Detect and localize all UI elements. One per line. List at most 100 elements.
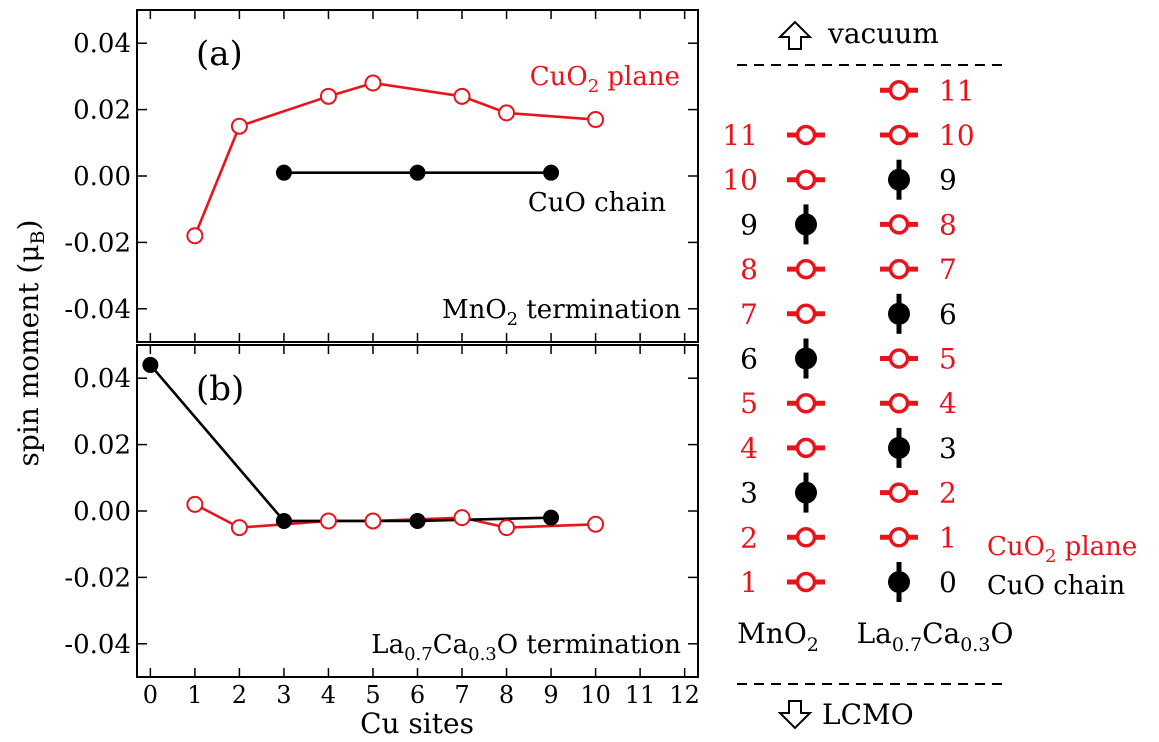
y-tick-label: -0.02 — [64, 228, 131, 258]
site-number: 9 — [740, 208, 758, 241]
panel-a: -0.04 -0.02 0.00 0.02 0.04 (a) MnO2 terminatio… — [64, 9, 699, 343]
site-number: 0 — [939, 566, 957, 599]
legend-chain-label: CuO chain — [987, 571, 1125, 601]
axis-titles: spin moment (μB) Cu sites — [12, 220, 474, 740]
y-tick-label: -0.04 — [64, 295, 131, 325]
plane-site-marker — [795, 169, 817, 190]
lcmo-label: LCMO — [822, 698, 914, 731]
x-axis-title: Cu sites — [360, 707, 474, 740]
site-number: 2 — [740, 521, 758, 554]
termination-annotation: MnO2 termination — [442, 295, 681, 330]
chain-site-marker — [888, 168, 910, 191]
site-number: 10 — [722, 164, 758, 197]
plane-site-marker — [888, 348, 910, 369]
vacuum-label: vacuum — [827, 17, 939, 50]
site-number: 3 — [939, 432, 957, 465]
x-tick-label: 1 — [187, 681, 202, 709]
site-number: 6 — [939, 298, 957, 331]
chain-site-marker — [888, 571, 910, 593]
plane-data-point — [364, 74, 382, 92]
plane-series-line — [194, 503, 596, 529]
x-tick-label: 10 — [580, 681, 611, 709]
column-mno2: 1 2 3 4 5 6 7 8 9 10 11 — [722, 119, 825, 599]
y-tick-label: -0.04 — [64, 630, 131, 660]
y-tick-label: -0.02 — [64, 563, 131, 593]
plane-site-marker — [795, 258, 817, 280]
site-number: 11 — [722, 119, 758, 152]
chain-site-marker — [888, 436, 910, 459]
x-tick-label: 9 — [543, 681, 558, 709]
chain-data-point — [275, 164, 292, 181]
column-label-mno2: MnO2 — [737, 617, 819, 656]
chain-data-point — [543, 509, 560, 526]
chain-site-marker — [795, 481, 817, 504]
plane-data-point — [453, 87, 471, 105]
plane-data-point — [319, 512, 337, 530]
plane-site-marker — [795, 437, 817, 459]
plane-data-point — [498, 519, 516, 537]
y-axis-title: spin moment (μB) — [12, 220, 49, 467]
chain-data-point — [275, 512, 292, 529]
site-number: 2 — [939, 477, 957, 510]
chain-data-point — [142, 356, 159, 373]
site-number: 7 — [740, 298, 758, 331]
chain-site-marker — [795, 213, 817, 236]
site-number: 5 — [740, 387, 758, 420]
chain-series-line — [149, 364, 552, 523]
plane-site-marker — [888, 258, 910, 280]
x-tick-label: 4 — [321, 681, 336, 709]
column-la-ca-o: 0 1 2 3 4 5 6 7 8 9 10 11 — [880, 74, 975, 602]
plane-site-marker — [795, 303, 817, 325]
plane-site-marker — [888, 124, 910, 146]
termination-annotation: La0.7Ca0.3O termination — [371, 630, 681, 665]
plane-data-point — [230, 117, 248, 135]
x-tick-label: 0 — [143, 681, 158, 709]
site-number: 4 — [740, 432, 758, 465]
x-tick-label: 7 — [454, 681, 469, 709]
plane-site-marker — [795, 124, 817, 146]
chain-data-point — [409, 164, 426, 181]
panel-label: (b) — [196, 369, 244, 409]
plane-data-point — [364, 512, 382, 530]
plane-site-marker — [888, 80, 910, 101]
legend-plane-label: CuO2 plane — [987, 532, 1137, 567]
y-tick-label: 0.04 — [73, 364, 131, 394]
site-number: 1 — [740, 566, 758, 599]
site-number: 3 — [740, 477, 758, 510]
column-label-la-ca-o: La0.7Ca0.3O — [857, 617, 1014, 656]
chain-data-point — [409, 512, 426, 529]
chain-site-marker — [795, 347, 817, 370]
plane-site-marker — [795, 527, 817, 548]
panel-b: -0.04-0.020.000.020.040 1 2 3 4 5 6 7 8 9 10 11 12(b… — [64, 344, 700, 709]
site-number: 1 — [939, 521, 957, 554]
y-tick-label: 0.04 — [73, 29, 131, 59]
site-number: 10 — [939, 119, 975, 152]
plane-data-point — [186, 495, 204, 513]
up-arrow-icon — [777, 20, 813, 50]
y-tick-label: 0.02 — [73, 96, 131, 126]
plane-site-marker — [888, 392, 910, 414]
down-arrow-icon — [777, 700, 813, 730]
x-tick-label: 3 — [276, 681, 291, 709]
plane-site-marker — [888, 527, 910, 548]
plane-site-marker — [795, 392, 817, 414]
site-number: 8 — [740, 253, 758, 286]
y-tick-label: 0.02 — [73, 431, 131, 461]
plane-data-point — [587, 111, 605, 129]
site-number: 7 — [939, 253, 957, 286]
series-label-chain: CuO chain — [528, 188, 666, 218]
series-label-plane: CuO2 plane — [530, 62, 680, 97]
plane-data-point — [186, 227, 204, 245]
x-tick-label: 5 — [365, 681, 380, 709]
plane-data-point — [453, 509, 471, 527]
plane-data-point — [587, 515, 605, 533]
x-tick-label: 11 — [625, 681, 656, 709]
x-tick-label: 8 — [499, 681, 514, 709]
site-number: 8 — [939, 208, 957, 241]
plane-site-marker — [888, 214, 910, 235]
site-number: 11 — [939, 74, 975, 107]
site-number: 9 — [939, 164, 957, 197]
plane-data-point — [319, 87, 337, 105]
site-number: 4 — [939, 387, 957, 420]
